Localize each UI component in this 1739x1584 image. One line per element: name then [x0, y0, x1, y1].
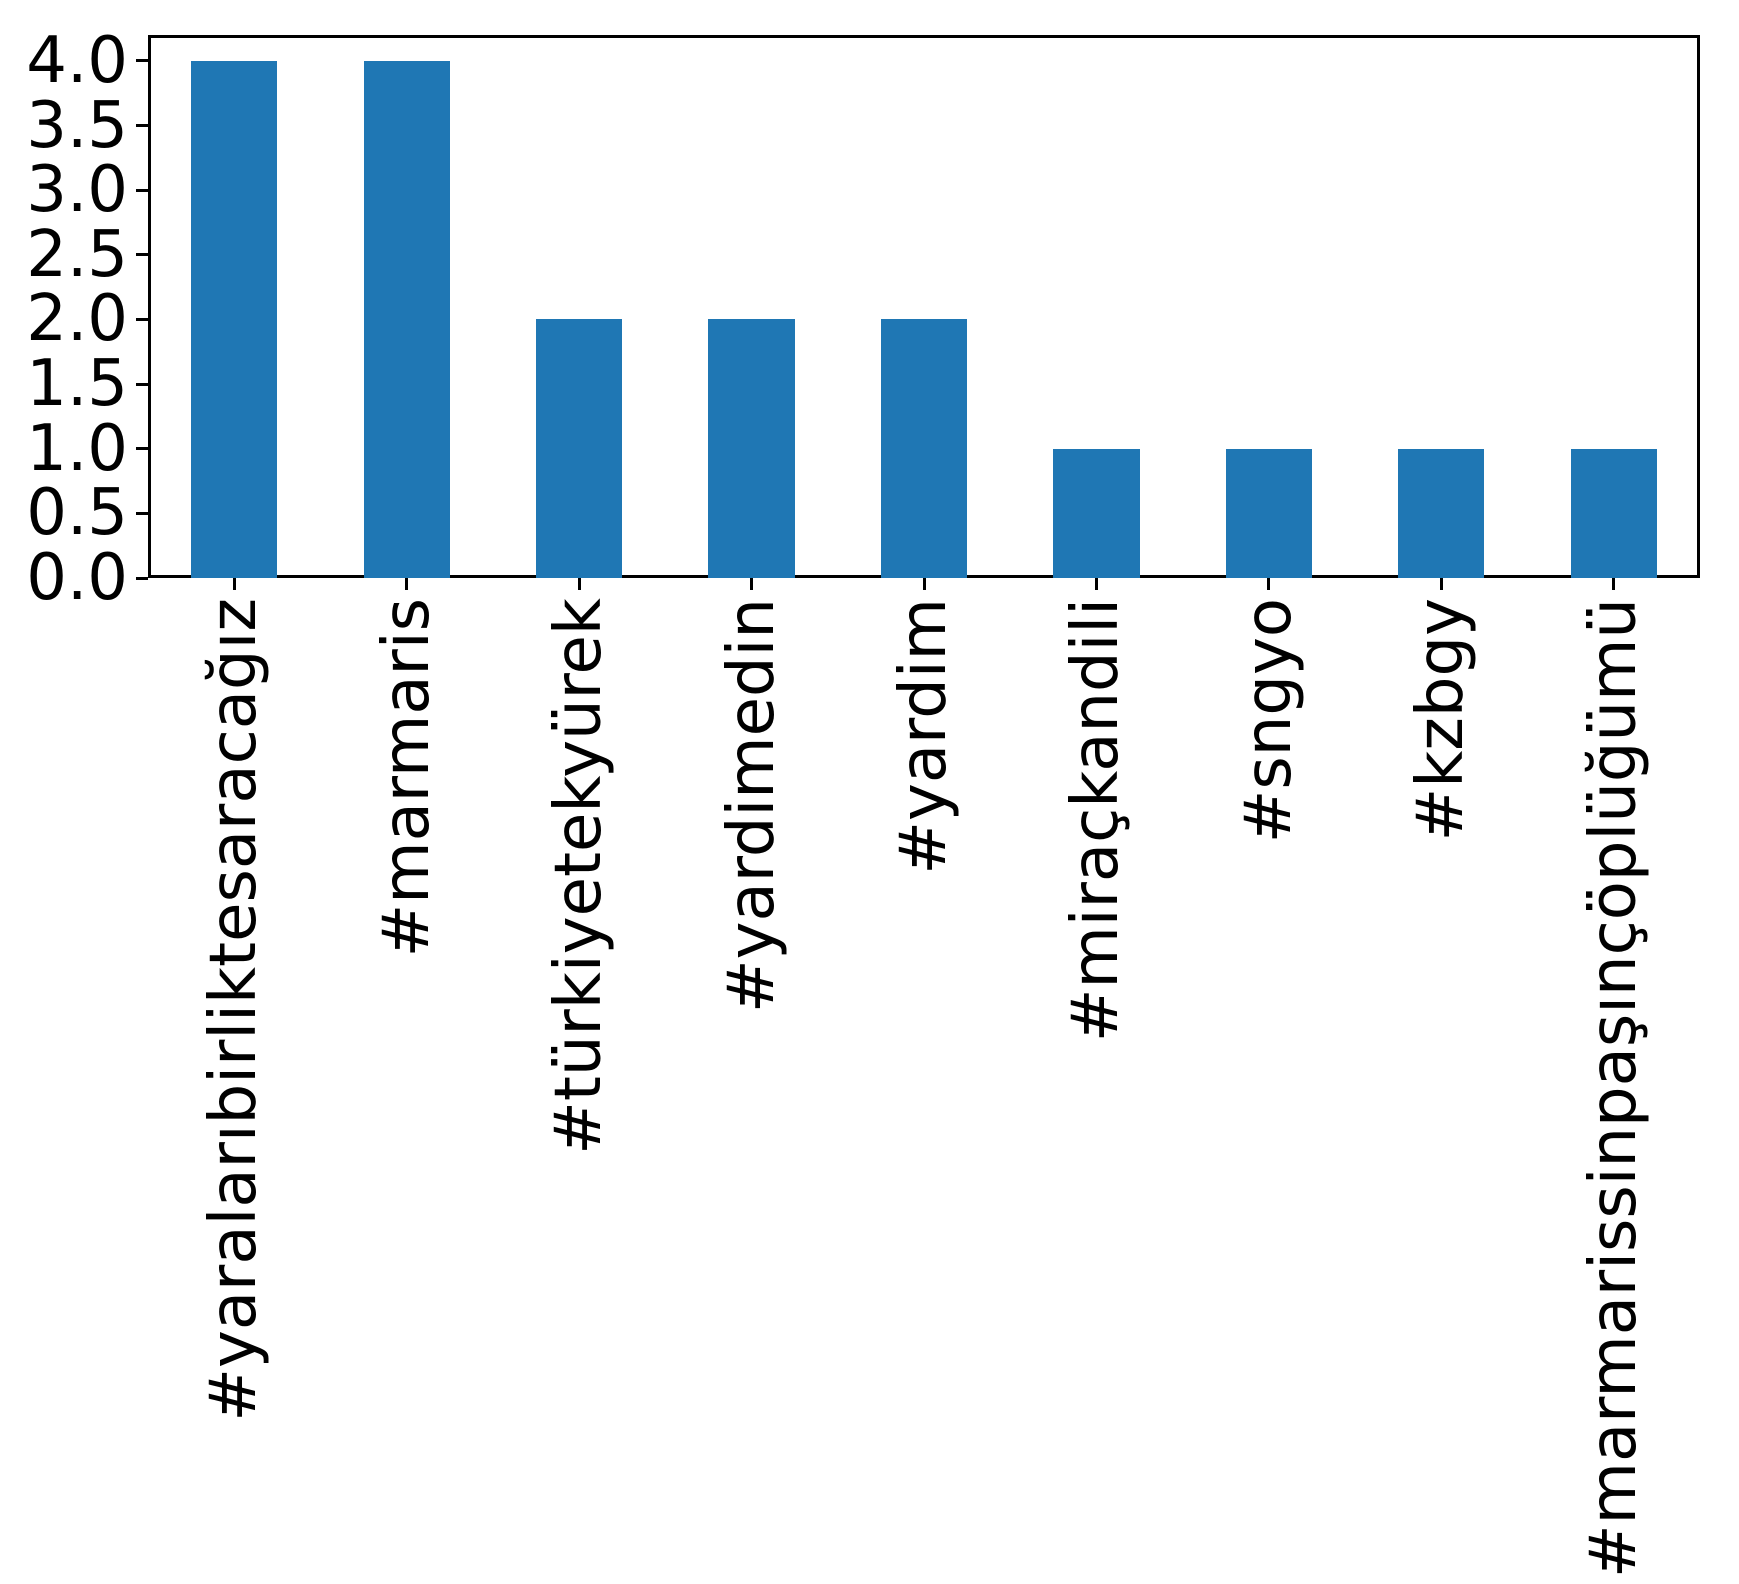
x-tick-mark — [922, 578, 926, 590]
y-tick-label: 4.0 — [26, 23, 128, 98]
y-tick-label: 3.0 — [26, 153, 128, 228]
x-tick-label: #yardimedin — [714, 598, 789, 1013]
y-tick-mark — [136, 124, 148, 127]
y-tick-mark — [136, 382, 148, 386]
x-tick-mark — [1094, 578, 1098, 590]
bar — [880, 319, 968, 578]
x-tick-mark — [1439, 578, 1443, 590]
y-tick-label: 1.0 — [26, 411, 128, 486]
bar — [1053, 448, 1140, 578]
bar — [536, 319, 623, 578]
y-tick-mark — [136, 576, 148, 580]
bar — [191, 60, 278, 578]
x-tick-label: #sngyo — [1231, 598, 1306, 844]
y-tick-label: 2.0 — [26, 282, 128, 357]
x-tick-mark — [1267, 578, 1271, 590]
x-tick-mark — [1612, 578, 1616, 590]
x-tick-mark — [232, 578, 236, 590]
x-tick-label: #marmarissinpaşınçöplüğümü — [1576, 598, 1651, 1578]
y-tick-label: 2.5 — [26, 217, 128, 292]
bar — [1570, 448, 1657, 578]
y-tick-mark — [136, 59, 148, 63]
y-tick-mark — [136, 511, 148, 515]
y-tick-mark — [136, 188, 148, 192]
y-tick-label: 0.5 — [26, 476, 128, 551]
x-tick-label: #marmaris — [369, 598, 444, 958]
x-tick-label: #yardim — [887, 598, 961, 875]
y-tick-label: 0.0 — [26, 541, 128, 615]
x-tick-mark — [577, 578, 581, 590]
bar — [363, 60, 450, 578]
bar — [1225, 448, 1312, 578]
bar — [708, 319, 795, 578]
bar — [1398, 448, 1485, 578]
y-tick-label: 3.5 — [26, 88, 128, 163]
x-tick-mark — [405, 578, 409, 590]
x-tick-label: #yaralarıbirliktesaracağız — [197, 598, 272, 1422]
x-tick-mark — [750, 578, 754, 590]
x-tick-label: #miraçkandili — [1059, 598, 1134, 1043]
y-tick-mark — [136, 253, 148, 257]
y-tick-mark — [136, 447, 148, 451]
x-tick-label: #türkiyetekyürek — [542, 598, 617, 1155]
y-tick-label: 1.5 — [26, 347, 128, 422]
x-tick-label: #kzbgy — [1404, 598, 1479, 842]
y-tick-mark — [136, 317, 148, 321]
